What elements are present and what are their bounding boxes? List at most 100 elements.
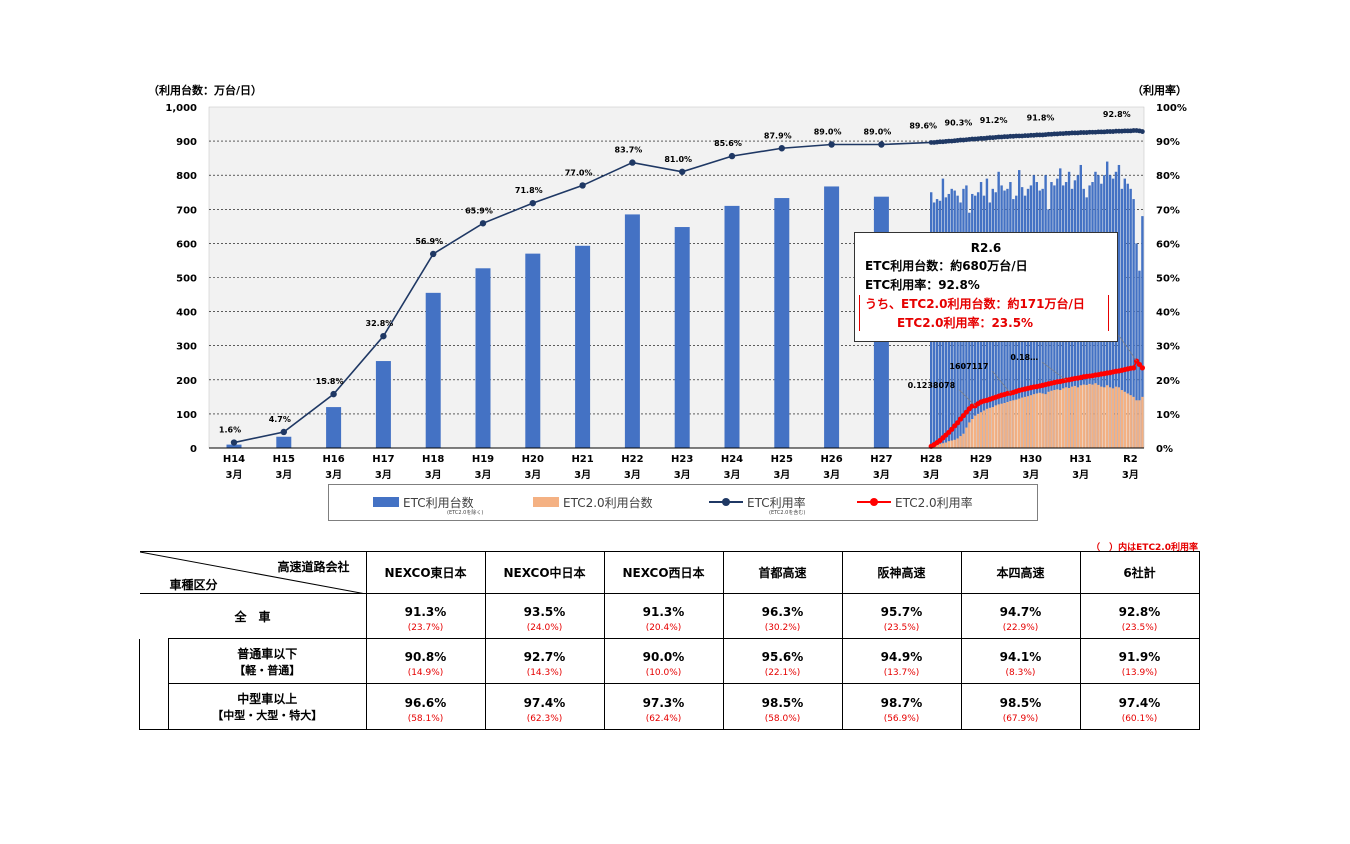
row-label: 普通車以下 【軽・普通】: [168, 638, 367, 684]
annual-etc-bar: [425, 292, 441, 448]
y-left-tick: 0: [190, 444, 197, 455]
monthly-etc2-bar: [1114, 386, 1118, 448]
x-tick-month: 3月: [425, 469, 442, 481]
monthly-etc2-bar: [1132, 396, 1135, 448]
monthly-etc2-bar: [1023, 396, 1027, 448]
annual-etc-bar: [326, 407, 342, 448]
monthly-etc-bar: [1126, 183, 1129, 448]
x-tick-month: 3月: [674, 469, 691, 481]
y-left-tick: 400: [176, 308, 197, 319]
etc-rate-label: 1.6%: [219, 426, 241, 435]
y-left-tick: 900: [176, 137, 197, 148]
x-tick-year: H18: [422, 454, 444, 465]
monthly-etc-bar: [1141, 216, 1144, 448]
y-right-tick: 20%: [1156, 376, 1180, 387]
y-left-tick: 800: [176, 171, 197, 182]
annual-etc-bar: [624, 214, 640, 448]
etc-rate-marker: [629, 159, 636, 166]
monthly-etc2-bar: [1120, 390, 1124, 448]
etc2-rate-marker: [963, 409, 970, 415]
etc-rate-label: 32.8%: [366, 319, 394, 328]
legend-etc-rate: ETC利用率: [747, 496, 806, 510]
x-tick-year: H23: [671, 454, 693, 465]
monthly-etc2-bar: [1056, 389, 1059, 448]
monthly-etc2-bar: [1041, 393, 1044, 448]
table-cell: 96.3% (30.2%): [722, 593, 843, 639]
etc2-rate-label: 0.1238078: [908, 381, 956, 390]
table-row: 中型車以上 【中型・大型・特大】 96.6% (58.1%) 97.4% (62.3%…: [140, 683, 1200, 730]
etc-rate-label: 87.9%: [764, 131, 792, 140]
annual-etc-bar: [824, 186, 840, 448]
etc-rate-recent-label: 92.8%: [1103, 110, 1131, 119]
y-left-tick: 600: [176, 239, 197, 250]
callout-etc2-rate: ETC2.0利用率：23.5%: [897, 316, 1034, 330]
table-cell: 94.1% (8.3%): [960, 638, 1081, 684]
monthly-etc2-bar: [1076, 387, 1080, 448]
x-tick-month: 3月: [923, 469, 940, 481]
monthly-etc2-bar: [935, 444, 939, 448]
callout-etc-rate: ETC利用率：92.8%: [865, 278, 980, 292]
monthly-etc2-bar: [1047, 391, 1050, 448]
table-corner: 高速道路会社 車種区分: [139, 551, 367, 594]
legend-etc-rate-note: (ETC2.0を含む): [769, 510, 806, 516]
x-tick-month: 3月: [524, 469, 541, 481]
x-tick-year: H15: [273, 454, 295, 465]
x-tick-month: 3月: [823, 469, 840, 481]
etc-rate-marker: [230, 439, 238, 446]
monthly-etc2-bar: [1085, 384, 1088, 448]
x-tick-year: R2: [1123, 454, 1138, 465]
etc-rate-marker: [330, 390, 337, 398]
table-cell: 93.5% (24.0%): [484, 593, 605, 639]
monthly-etc2-bar: [1018, 398, 1021, 448]
etc2-rate-marker: [1131, 365, 1137, 371]
x-tick-year: H22: [621, 454, 643, 465]
monthly-etc2-bar: [1000, 403, 1003, 448]
monthly-etc2-bar: [1003, 402, 1006, 448]
etc2-rate-label: 0.18…: [1010, 353, 1038, 362]
annual-etc-bar: [375, 361, 391, 448]
corner-company-label: 高速道路会社: [277, 560, 350, 574]
x-tick-year: H14: [223, 454, 245, 465]
etc2-rate-label: 1607117: [949, 362, 988, 371]
legend-swatch-etc-units: [373, 497, 399, 507]
monthly-etc2-bar: [941, 443, 945, 448]
y-right-tick: 10%: [1156, 410, 1180, 421]
etc-rate-recent-label: 91.2%: [980, 116, 1008, 125]
y-right-title: （利用率）: [1132, 83, 1187, 97]
monthly-etc2-bar: [1020, 397, 1024, 448]
monthly-etc2-bar: [1082, 384, 1085, 448]
y-left-tick: 500: [176, 274, 197, 285]
y-right-tick: 100%: [1156, 103, 1187, 114]
x-tick-year: H21: [571, 454, 593, 465]
monthly-etc2-bar: [974, 415, 977, 448]
table-cell: 94.9% (13.7%): [841, 638, 962, 684]
monthly-etc-bar: [1135, 243, 1138, 448]
etc2-label-leader: [958, 389, 976, 407]
monthly-etc2-bar: [959, 436, 962, 448]
x-tick-month: 3月: [475, 469, 492, 481]
col-header: NEXCO西日本: [603, 551, 724, 594]
monthly-etc-bar: [1132, 199, 1135, 448]
monthly-etc2-bar: [979, 412, 983, 448]
annual-etc-bar: [575, 245, 591, 448]
col-header: 本四高速: [960, 551, 1081, 594]
y-right-tick: 60%: [1156, 239, 1180, 250]
monthly-etc2-bar: [1067, 387, 1071, 448]
x-tick-year: H28: [920, 454, 942, 465]
etc2-label-leader: [992, 370, 1011, 394]
annual-etc-bar: [226, 444, 242, 448]
monthly-etc2-bar: [1062, 388, 1065, 448]
table-cell: 94.7% (22.9%): [960, 593, 1081, 639]
table-cell: 97.4% (62.3%): [484, 683, 605, 730]
etc-rate-label: 89.0%: [864, 128, 892, 137]
monthly-etc2-bar: [1053, 390, 1056, 448]
etc-rate-recent-label: 90.3%: [945, 119, 973, 128]
x-tick-year: H19: [472, 454, 494, 465]
y-right-tick: 50%: [1156, 274, 1180, 285]
y-left-tick: 1,000: [165, 103, 197, 114]
monthly-etc2-bar: [1059, 390, 1062, 448]
etc-rate-label: 4.7%: [269, 415, 291, 424]
monthly-etc2-bar: [1015, 399, 1018, 448]
y-left-tick: 300: [176, 342, 197, 353]
annual-etc-bar: [475, 268, 491, 448]
